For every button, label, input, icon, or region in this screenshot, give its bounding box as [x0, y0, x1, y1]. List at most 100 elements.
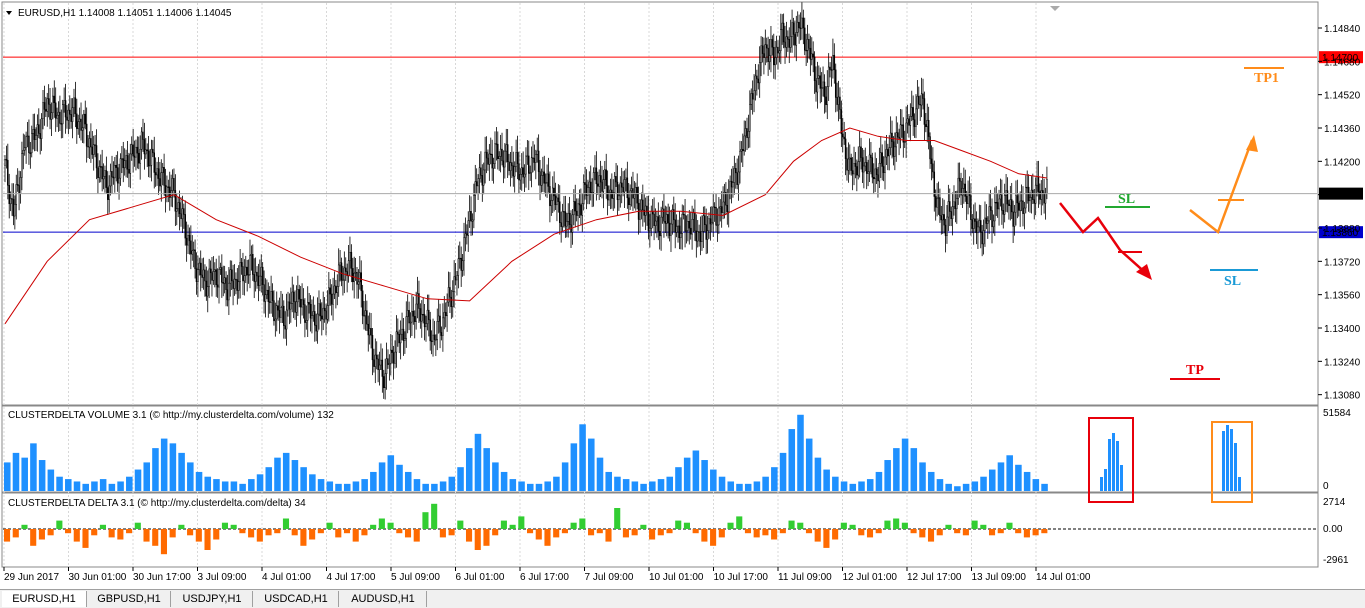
- candle-body: [860, 146, 862, 158]
- candle-body: [370, 328, 372, 336]
- candle-body: [174, 190, 177, 212]
- candle-body: [506, 144, 509, 163]
- delta-bar: [779, 529, 786, 534]
- candle-body: [795, 32, 798, 46]
- candle-body: [484, 151, 486, 171]
- volume-bar: [596, 457, 604, 491]
- candle-body: [488, 153, 491, 165]
- candle-body: [378, 364, 381, 371]
- candle-body: [808, 38, 810, 49]
- candle-body: [267, 289, 270, 302]
- candle-body: [673, 209, 675, 221]
- delta-bar: [675, 520, 682, 529]
- candle-body: [425, 323, 427, 328]
- candle-body: [194, 249, 196, 269]
- volume-bar: [718, 476, 726, 491]
- candle-body: [789, 36, 792, 48]
- delta-bar: [962, 529, 969, 536]
- candle-body: [644, 205, 647, 216]
- delta-bar: [248, 529, 255, 538]
- candle-body: [999, 194, 1002, 200]
- candle-body: [359, 272, 361, 283]
- candle-body: [575, 210, 578, 216]
- volume-indicator-title: CLUSTERDELTA VOLUME 3.1 (© http://my.clu…: [8, 410, 334, 421]
- candle-body: [105, 170, 108, 188]
- candle-body: [76, 113, 78, 129]
- volume-axis-max: 51584: [1323, 408, 1351, 419]
- candle-body: [891, 132, 893, 142]
- candle-body: [871, 157, 874, 178]
- volume-bar: [640, 483, 647, 491]
- candle-body: [375, 354, 378, 360]
- candle-body: [577, 203, 579, 216]
- volume-bar: [1234, 443, 1237, 491]
- menu-triangle-icon[interactable]: [6, 11, 12, 15]
- candle-body: [330, 293, 333, 305]
- candle-body: [223, 277, 226, 284]
- candle-body: [64, 100, 67, 118]
- tab-usdcad[interactable]: USDCAD,H1: [254, 591, 339, 607]
- candle-body: [266, 289, 268, 295]
- candle-body: [83, 113, 85, 129]
- candle-body: [670, 223, 672, 236]
- volume-bar: [875, 471, 883, 491]
- tab-usdjpy[interactable]: USDJPY,H1: [172, 591, 253, 607]
- candle-body: [613, 176, 616, 194]
- candle-body: [1001, 194, 1003, 211]
- price-tick-label: 1.13880: [1324, 224, 1361, 235]
- candle-body: [240, 262, 243, 267]
- tab-audusd[interactable]: AUDUSD,H1: [340, 591, 427, 607]
- candle-body: [746, 128, 748, 138]
- candle-body: [836, 97, 838, 105]
- candle-body: [568, 212, 571, 225]
- candle-body: [263, 284, 265, 302]
- volume-bar: [274, 457, 281, 491]
- tab-gbpusd[interactable]: GBPUSD,H1: [88, 591, 171, 607]
- candle-body: [972, 218, 975, 229]
- time-tick-label: 6 Jul 17:00: [520, 572, 569, 583]
- volume-bar: [805, 438, 813, 491]
- volume-bar: [143, 462, 151, 491]
- volume-bar: [230, 481, 238, 491]
- candle-body: [532, 157, 534, 159]
- tab-eurusd[interactable]: EURUSD,H1: [2, 591, 87, 607]
- candle-body: [704, 215, 706, 225]
- candle-body: [622, 186, 624, 193]
- delta-bar: [317, 529, 324, 534]
- candle-body: [429, 319, 431, 342]
- volume-bar: [483, 448, 490, 491]
- candle-body: [981, 232, 983, 245]
- candle-body: [881, 152, 883, 167]
- volume-bar: [814, 457, 822, 491]
- candle-body: [190, 240, 192, 255]
- candle-body: [1006, 190, 1009, 205]
- candle-body: [529, 172, 531, 174]
- candle-body: [856, 166, 858, 176]
- candle-body: [97, 167, 99, 179]
- time-tick-label: 12 Jul 17:00: [907, 572, 962, 583]
- volume-bar: [753, 481, 761, 491]
- candle-body: [660, 216, 662, 237]
- candle-body: [447, 287, 450, 303]
- candle-body: [918, 95, 920, 105]
- candle-body: [1016, 195, 1019, 204]
- shift-marker-icon[interactable]: [1050, 6, 1060, 11]
- candle-body: [661, 208, 664, 218]
- sl-green-label: SL: [1118, 192, 1135, 207]
- candle-body: [19, 177, 22, 194]
- delta-bar: [474, 529, 481, 550]
- candle-body: [1046, 178, 1048, 194]
- candle-body: [47, 98, 50, 105]
- candle-body: [619, 182, 622, 197]
- delta-bar: [1015, 529, 1022, 534]
- candle-body: [225, 277, 227, 290]
- candle-body: [419, 308, 422, 322]
- chart-canvas[interactable]: 1.14700 1.13860 TP1 SL SL TP EURUSD,H1 1.…: [0, 0, 1365, 589]
- volume-bar: [126, 476, 133, 491]
- candle-body: [311, 315, 313, 319]
- volume-bar: [404, 471, 412, 491]
- volume-bar: [605, 471, 612, 491]
- candle-body: [518, 163, 520, 181]
- candle-body: [667, 214, 669, 224]
- candle-body: [381, 359, 384, 377]
